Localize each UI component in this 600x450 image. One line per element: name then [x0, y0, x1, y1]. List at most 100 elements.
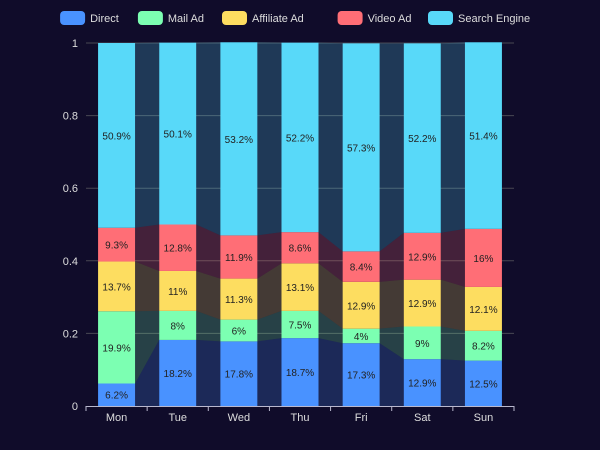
- bar-segment[interactable]: [220, 278, 258, 320]
- bar-segment[interactable]: [281, 232, 319, 264]
- bar-segment[interactable]: [159, 310, 197, 340]
- bar-segment[interactable]: [98, 311, 136, 384]
- data-label: 7.5%: [289, 321, 312, 332]
- connector-area: [440, 359, 465, 406]
- connector-area: [257, 263, 282, 320]
- bar-segment[interactable]: [342, 251, 380, 282]
- legend-swatch: [428, 11, 453, 25]
- legend-swatch: [222, 11, 247, 25]
- bar-segment[interactable]: [159, 339, 197, 406]
- bar-segment[interactable]: [98, 261, 136, 312]
- data-label: 52.2%: [286, 133, 314, 144]
- bar-segment[interactable]: [342, 343, 380, 406]
- data-labels: 6.2% 18.2% 17.8% 18.7% 17.3% 12.9% 12.5% 19.9% 8…: [102, 130, 497, 402]
- data-label: 13.7%: [102, 282, 130, 293]
- data-label: 12.1%: [469, 305, 497, 316]
- legend-item[interactable]: Direct: [60, 11, 119, 25]
- data-label: 19.9%: [102, 343, 130, 354]
- connector-area: [440, 42, 465, 233]
- data-label: 11%: [168, 287, 187, 298]
- connector-area: [196, 270, 221, 320]
- bar-segment[interactable]: [464, 286, 502, 331]
- data-label: 4%: [354, 332, 369, 343]
- data-label: 8.2%: [472, 342, 495, 353]
- connector-area: [440, 228, 465, 287]
- data-label: 6%: [232, 326, 247, 337]
- connector-area: [135, 42, 160, 228]
- bar-segment[interactable]: [159, 224, 197, 271]
- y-tick-label: 0.4: [63, 256, 78, 268]
- legend-label: Mail Ad: [168, 13, 204, 25]
- axes: 0 0.2 0.4 0.6 0.8 1 Mon Tue Wed Thu Fri Sat Sun: [63, 38, 515, 424]
- connector-area: [257, 42, 282, 236]
- data-label: 52.2%: [408, 134, 436, 145]
- bar-segment[interactable]: [464, 360, 502, 406]
- legend-item[interactable]: Video Ad: [337, 11, 412, 25]
- x-tick-label: Sun: [474, 412, 494, 424]
- bar-segment[interactable]: [342, 43, 380, 252]
- legend-label: Direct: [90, 13, 119, 25]
- bar-segment[interactable]: [220, 341, 258, 406]
- connector-area: [135, 224, 160, 271]
- legend-item[interactable]: Affiliate Ad: [222, 11, 304, 25]
- legend-swatch: [60, 11, 86, 25]
- bar-segment[interactable]: [98, 43, 136, 228]
- data-label: 17.8%: [225, 370, 253, 381]
- bar-segment[interactable]: [403, 43, 441, 233]
- data-label: 16%: [473, 254, 493, 265]
- data-label: 8%: [170, 321, 185, 332]
- data-label: 57.3%: [347, 143, 375, 154]
- bar-segment[interactable]: [220, 42, 258, 236]
- data-label: 6.2%: [105, 391, 128, 402]
- connector-area: [135, 261, 160, 312]
- bar-segment[interactable]: [403, 279, 441, 327]
- connector-area: [318, 310, 343, 344]
- connector-area: [257, 232, 282, 279]
- connector-area: [257, 338, 282, 406]
- connector-area: [318, 232, 343, 282]
- data-label: 12.9%: [408, 379, 436, 390]
- bar-segment[interactable]: [98, 383, 136, 406]
- connector-area: [318, 42, 343, 252]
- bar-segment[interactable]: [281, 338, 319, 406]
- data-label: 17.3%: [347, 371, 375, 382]
- bar-segment[interactable]: [98, 227, 136, 262]
- data-label: 12.9%: [408, 299, 436, 310]
- x-tick-label: Mon: [106, 412, 127, 424]
- bar-segment[interactable]: [220, 319, 258, 342]
- bar-segment[interactable]: [464, 330, 502, 361]
- connector-area: [379, 279, 404, 329]
- connector-area: [318, 263, 343, 329]
- y-tick-label: 0.2: [63, 328, 78, 340]
- bar-segment[interactable]: [281, 310, 319, 339]
- data-label: 8.4%: [350, 263, 373, 274]
- legend-label: Video Ad: [368, 13, 412, 25]
- legend-item[interactable]: Search Engine: [428, 11, 530, 25]
- bar-segment[interactable]: [220, 235, 258, 279]
- connector-area: [135, 310, 160, 384]
- connector-area: [440, 326, 465, 361]
- legend[interactable]: Direct Mail Ad Affiliate Ad Video Ad Search …: [60, 11, 530, 25]
- data-label: 9%: [415, 339, 430, 350]
- connector-area: [196, 42, 221, 236]
- bar-segment[interactable]: [464, 42, 502, 229]
- y-tick-label: 1: [72, 38, 78, 50]
- bar-segment[interactable]: [281, 263, 319, 311]
- data-label: 9.3%: [105, 241, 128, 252]
- legend-item[interactable]: Mail Ad: [137, 11, 204, 25]
- connector-area: [440, 279, 465, 331]
- legend-label: Search Engine: [458, 13, 530, 25]
- bar-segment[interactable]: [403, 359, 441, 406]
- bar-segment[interactable]: [403, 326, 441, 360]
- bar-segment[interactable]: [159, 42, 197, 225]
- legend-label: Affiliate Ad: [252, 13, 304, 25]
- data-label: 12.9%: [408, 252, 436, 263]
- bar-segment[interactable]: [342, 281, 380, 329]
- bar-segment[interactable]: [159, 270, 197, 311]
- bar-segment[interactable]: [464, 228, 502, 287]
- bar-segment[interactable]: [342, 328, 380, 344]
- connector-area: [257, 310, 282, 342]
- data-label: 12.5%: [469, 379, 497, 390]
- bar-segment[interactable]: [281, 42, 319, 233]
- bar-segment[interactable]: [403, 232, 441, 280]
